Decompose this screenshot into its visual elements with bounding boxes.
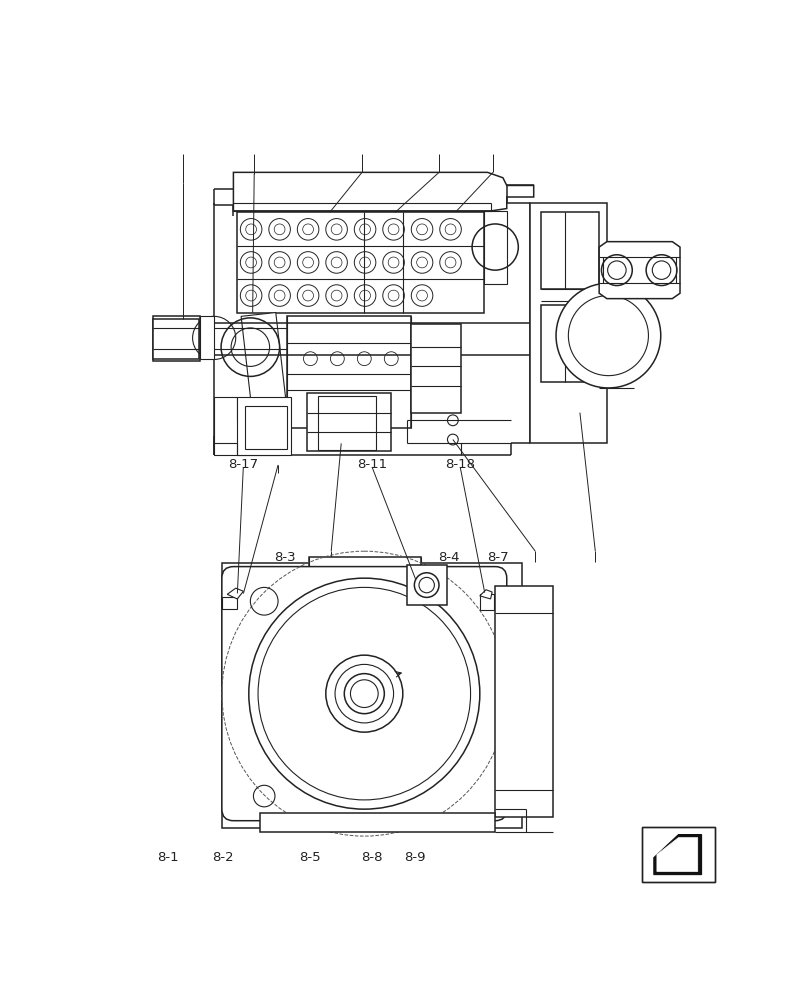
Bar [641, 827, 714, 882]
Bar [529, 203, 606, 443]
Text: 8-9: 8-9 [404, 851, 426, 864]
Circle shape [556, 283, 660, 388]
Bar [287, 316, 410, 428]
Bar [318, 396, 375, 450]
Text: 8-2: 8-2 [212, 851, 234, 864]
Bar [406, 565, 446, 605]
Polygon shape [479, 590, 491, 599]
Polygon shape [598, 242, 679, 299]
Polygon shape [656, 838, 697, 872]
Bar [245, 406, 287, 449]
Polygon shape [214, 397, 279, 455]
Text: 8-18: 8-18 [445, 458, 475, 471]
Bar [308, 557, 420, 600]
Text: 8-8: 8-8 [361, 851, 382, 864]
Bar [641, 827, 714, 882]
Polygon shape [653, 835, 701, 875]
Bar [153, 316, 200, 361]
Circle shape [325, 655, 402, 732]
FancyBboxPatch shape [222, 567, 506, 821]
Polygon shape [233, 172, 533, 211]
Circle shape [248, 578, 479, 809]
Bar [200, 316, 214, 359]
Text: 8-5: 8-5 [299, 851, 320, 864]
Text: 8-7: 8-7 [486, 551, 507, 564]
Circle shape [646, 255, 676, 286]
Text: 8-3: 8-3 [274, 551, 296, 564]
Bar [483, 211, 506, 284]
Bar [260, 813, 495, 832]
Circle shape [414, 573, 438, 597]
Bar [153, 319, 198, 359]
Bar [410, 324, 460, 413]
Bar [222, 563, 521, 828]
Text: 8-11: 8-11 [357, 458, 386, 471]
Bar [222, 597, 237, 609]
Polygon shape [241, 312, 287, 416]
Bar [237, 397, 291, 455]
Bar [495, 586, 552, 817]
Text: 8-17: 8-17 [228, 458, 259, 471]
Bar [306, 393, 391, 451]
Bar [540, 305, 598, 382]
Bar [479, 594, 493, 610]
Circle shape [601, 255, 631, 286]
Polygon shape [227, 588, 243, 599]
Bar [540, 212, 598, 289]
Text: 8-1: 8-1 [157, 851, 178, 864]
Text: 8-4: 8-4 [438, 551, 459, 564]
Bar [237, 212, 483, 312]
